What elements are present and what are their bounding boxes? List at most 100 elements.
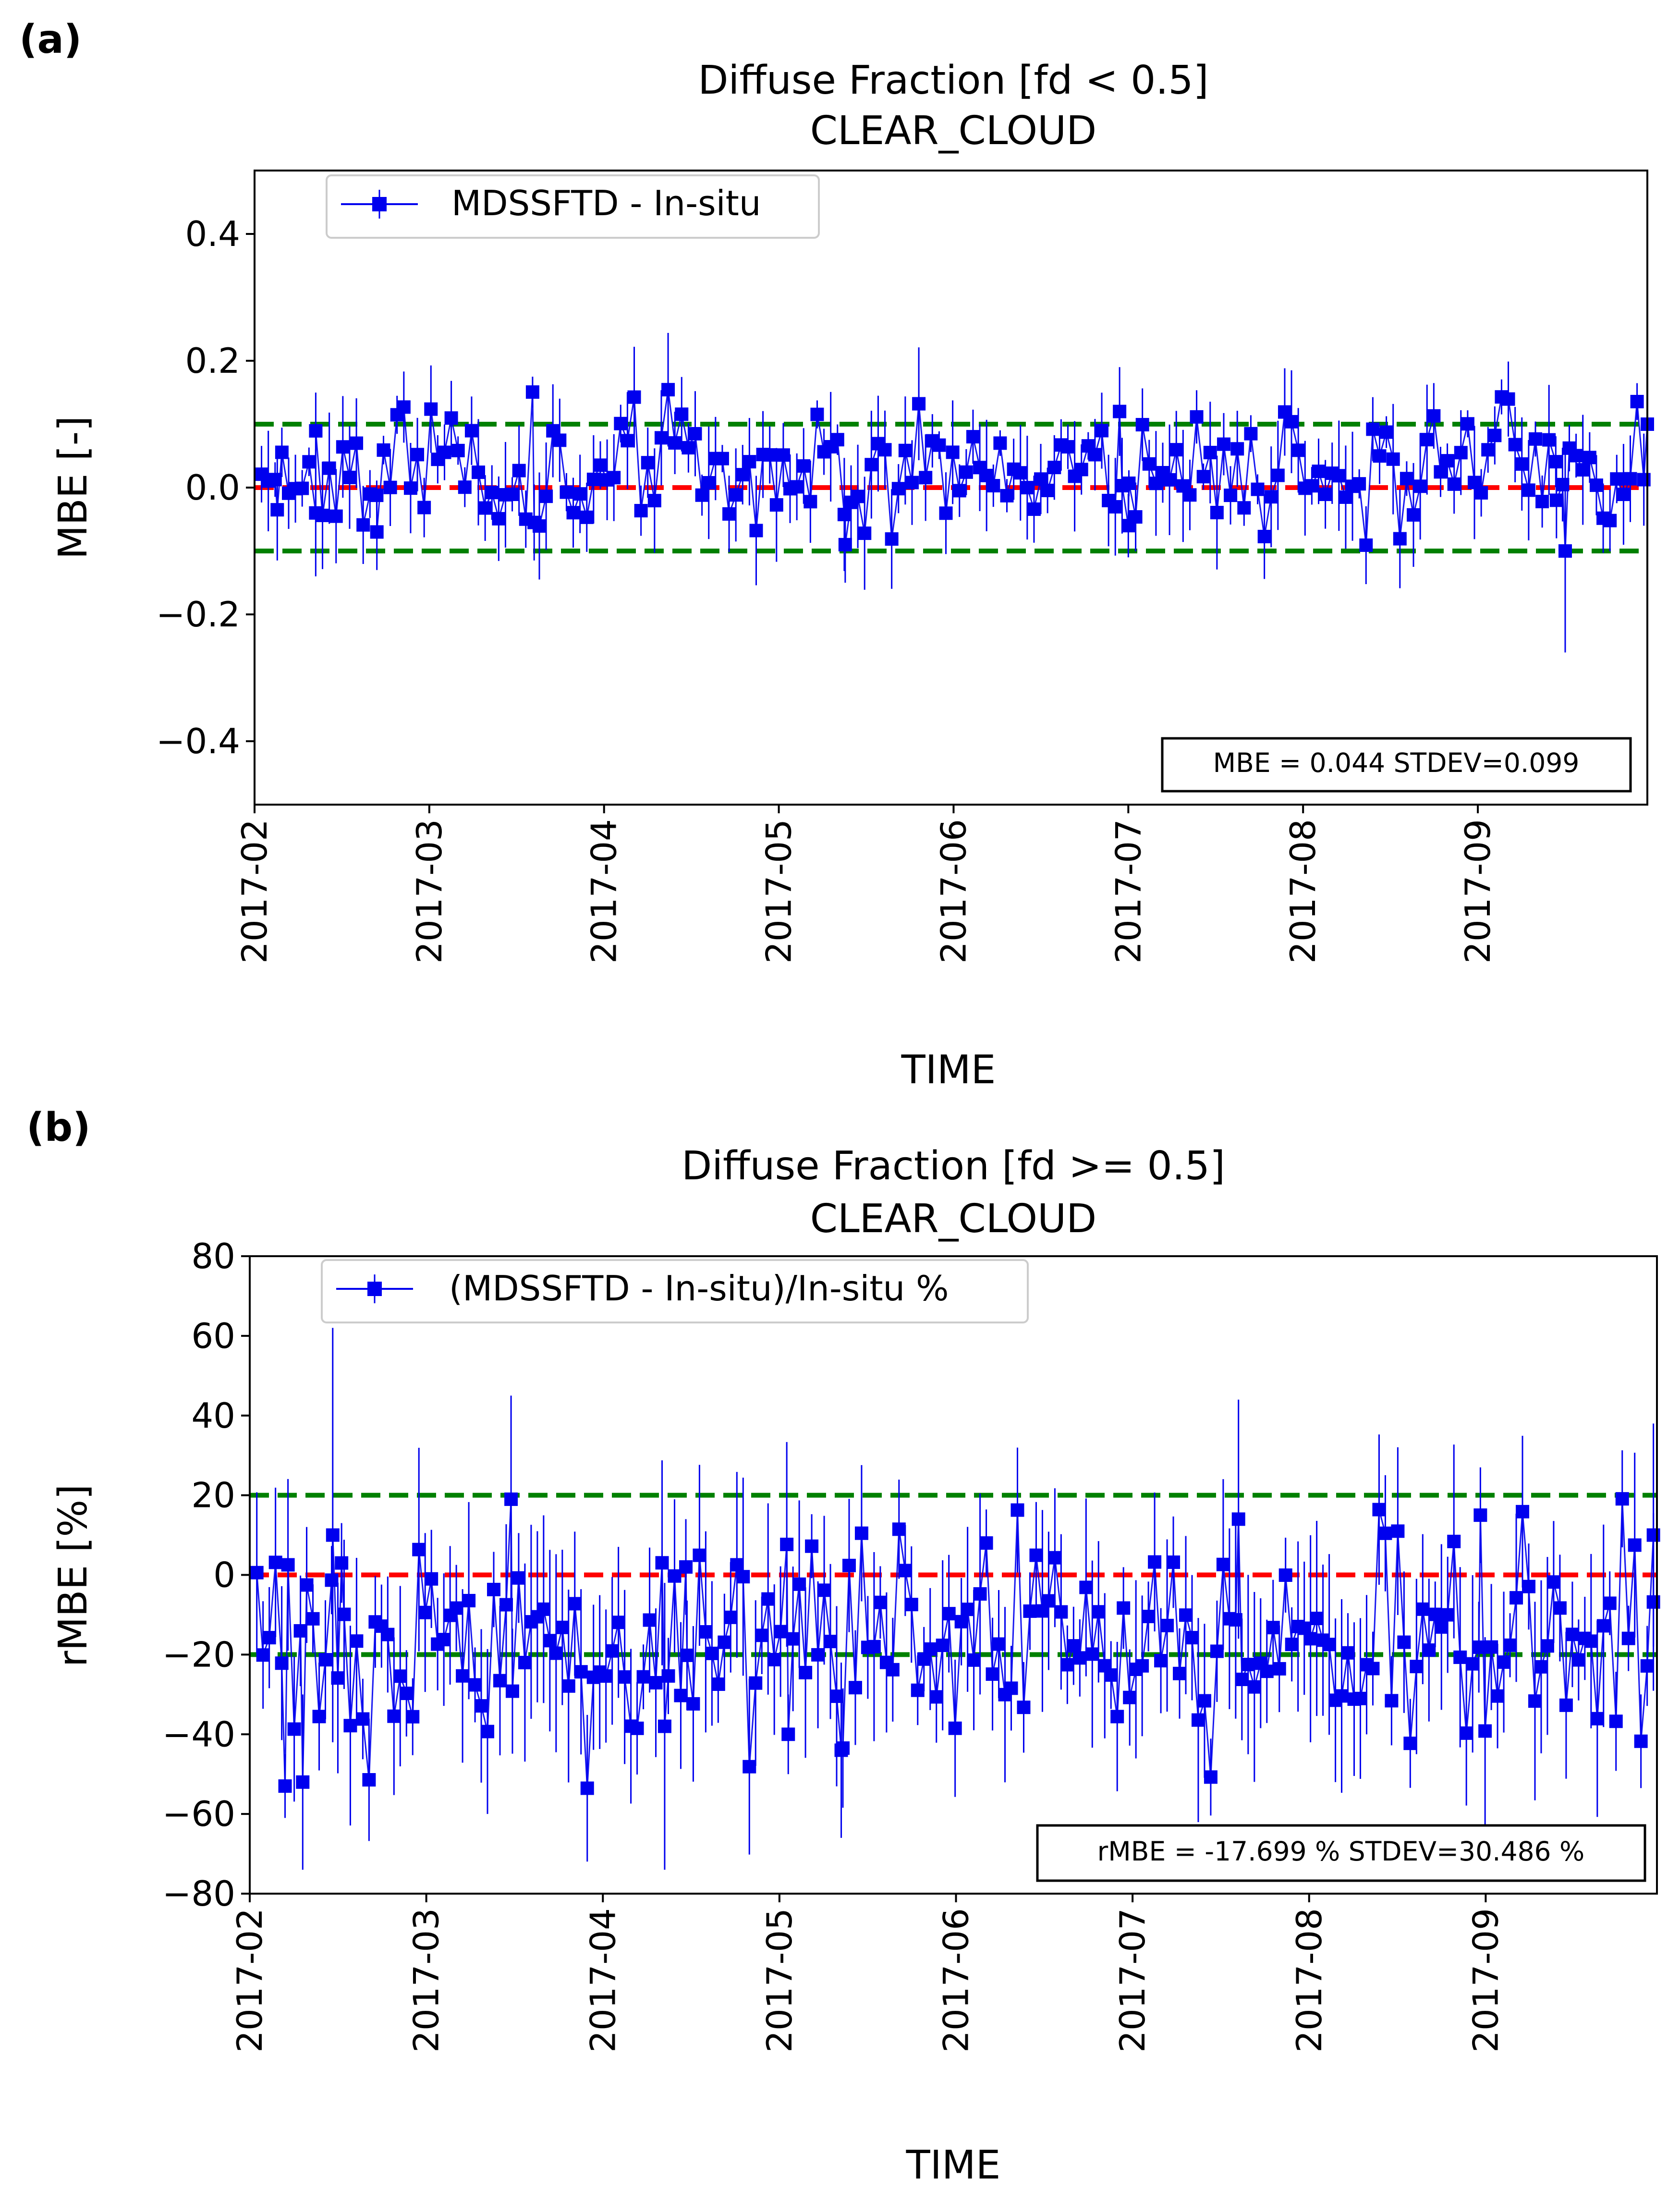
data-point [1088,448,1102,462]
data-point [1013,466,1027,480]
data-point [743,455,756,469]
data-point [1522,483,1535,497]
x-tick-label: 2017-04 [583,1908,623,2053]
data-point [262,1631,276,1645]
x-tick-label: 2017-02 [234,819,275,964]
panel-a-y-axis-label: MBE [-] [50,416,96,559]
data-point [1332,469,1346,483]
data-point [316,508,329,522]
data-point [525,385,539,399]
data-point [250,1566,264,1579]
data-point [932,438,946,452]
data-point [1454,446,1468,460]
data-point [1400,472,1413,486]
data-point [512,464,526,477]
data-point [1229,1613,1242,1627]
data-point [438,445,451,459]
data-point [718,1635,731,1649]
x-tick-label: 2017-06 [936,1908,976,2053]
data-point [387,1709,401,1723]
data-point [1231,1512,1245,1526]
data-point [1386,452,1400,466]
data-point [1535,495,1549,509]
data-point [1122,476,1136,490]
data-point [805,1539,819,1553]
data-point [898,443,912,457]
data-point [468,1678,482,1692]
x-tick-label: 2017-07 [1108,819,1148,964]
data-point [817,1583,831,1597]
data-point [1427,409,1441,423]
data-point [1603,1596,1617,1610]
data-point [851,490,865,503]
data-point [830,433,844,447]
panel-a-x-axis-label: TIME [901,1047,996,1093]
data-point [296,1775,310,1789]
data-point [1359,538,1373,552]
data-point [1272,1662,1286,1676]
data-point [400,1687,414,1701]
panel-a: (a) Diffuse Fraction [fd < 0.5] CLEAR_CL… [19,17,1654,1093]
data-point [1291,443,1305,457]
data-point [456,1669,470,1683]
data-point [1048,1551,1062,1565]
data-point [724,1610,738,1624]
data-point [923,1642,937,1656]
data-point [1403,1737,1417,1750]
data-point [450,1601,463,1615]
data-point [275,1656,289,1670]
panel-a-legend-box [326,174,820,239]
data-point [478,501,492,515]
data-point [1413,479,1427,493]
data-point [270,503,284,517]
data-point [1257,529,1271,543]
data-point [458,480,472,494]
data-point [1169,443,1183,457]
data-point [607,471,621,485]
data-point [1335,1689,1349,1703]
data-point [774,1625,788,1639]
data-point [643,1613,657,1627]
data-point [281,1558,295,1572]
data-point [1029,1548,1043,1562]
data-point [1244,427,1258,441]
x-tick-label: 2017-03 [409,819,450,964]
data-point [393,1669,407,1683]
data-point [1393,532,1407,546]
y-tick-label: 0 [213,1555,235,1595]
data-point [1510,1591,1523,1605]
data-point [593,458,607,472]
data-point [1589,478,1603,492]
data-point [848,1681,862,1695]
data-point [1621,1631,1635,1645]
data-point [1042,1594,1056,1608]
data-point [904,1598,918,1612]
data-point [1630,394,1644,408]
data-point [362,1773,376,1787]
panel-b: (b) Diffuse Fraction [fd >= 0.5] CLEAR_C… [26,1105,1660,2188]
data-point [1113,404,1127,418]
data-point [668,436,682,450]
data-point [1230,442,1244,456]
data-point [1461,417,1474,431]
panel-a-series [255,332,1654,653]
data-point [337,1607,351,1621]
data-point [322,461,336,475]
panel-a-stats-box: MBE = 0.044 STDEV=0.099 [1161,737,1632,793]
data-point [412,1542,426,1556]
data-point [417,501,431,514]
data-point [1366,422,1380,436]
data-point [824,1635,838,1649]
data-point [675,407,689,421]
data-point [811,1648,825,1662]
data-point [1472,1640,1486,1654]
x-tick-label: 2017-06 [933,819,974,964]
data-point [630,1721,644,1735]
panel-b-label: (b) [26,1105,91,1151]
y-tick-label: −40 [162,1714,235,1754]
y-tick-label: 60 [191,1316,235,1356]
data-point [1123,1690,1137,1704]
data-point [1515,457,1529,471]
data-point [674,1689,688,1702]
data-point [954,1615,968,1628]
